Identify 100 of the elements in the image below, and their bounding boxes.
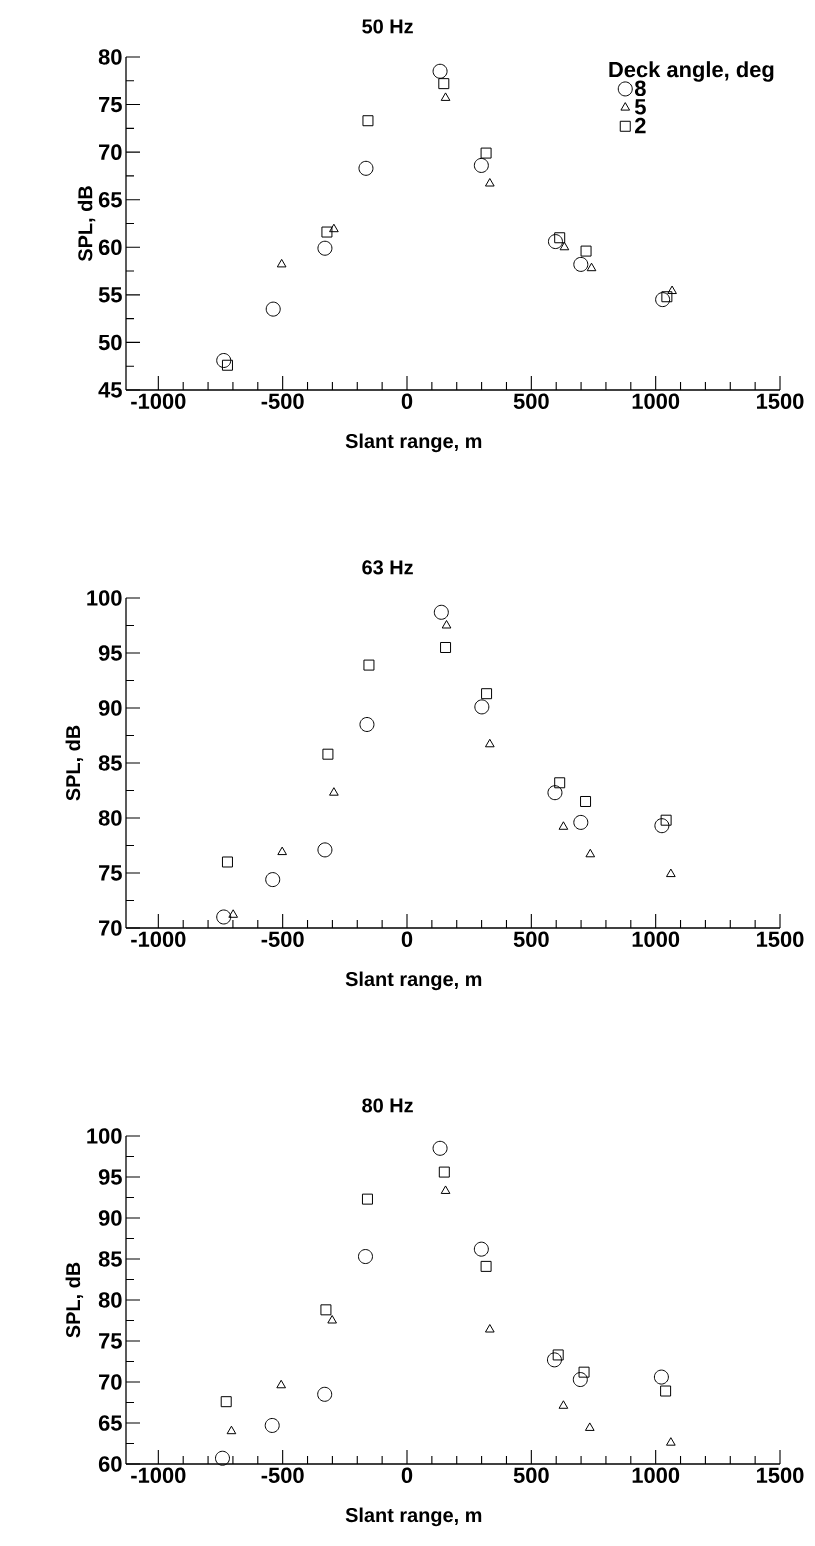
x-tick-label: 500 xyxy=(513,931,549,948)
x-tick-label: 0 xyxy=(401,931,413,948)
point xyxy=(653,1369,669,1385)
point xyxy=(558,1400,569,1409)
point xyxy=(666,1437,676,1446)
point xyxy=(552,1349,564,1361)
point xyxy=(484,1324,495,1333)
point xyxy=(578,1366,590,1378)
y-tick-label: 55 xyxy=(98,287,122,303)
point xyxy=(580,245,592,257)
point xyxy=(484,738,495,748)
x-tick-label: 1000 xyxy=(632,393,680,410)
y-tick-label: 95 xyxy=(98,645,122,661)
point xyxy=(573,814,589,830)
x-tick-label: 1000 xyxy=(632,931,680,948)
x-tick-label: -1000 xyxy=(131,931,186,948)
legend-label: 5 xyxy=(634,99,646,115)
point xyxy=(359,716,375,732)
point xyxy=(317,240,333,256)
point xyxy=(361,1193,373,1205)
point xyxy=(221,856,233,868)
y-axis-title: SPL, dB xyxy=(65,725,84,801)
point xyxy=(276,258,287,268)
point xyxy=(660,1385,672,1397)
y-tick-label: 75 xyxy=(99,1333,122,1349)
point xyxy=(558,821,569,830)
point xyxy=(221,359,233,371)
x-tick-label: 500 xyxy=(513,393,549,410)
point xyxy=(572,1372,588,1388)
y-tick-label: 70 xyxy=(99,920,122,936)
point xyxy=(546,1352,562,1368)
y-tick-label: 80 xyxy=(98,49,122,65)
legend-label: 8 xyxy=(634,80,646,97)
y-tick-label: 75 xyxy=(99,96,122,113)
y-tick-label: 95 xyxy=(98,1169,122,1185)
point xyxy=(357,1249,373,1265)
x-tick-label: -500 xyxy=(261,931,304,948)
x-tick-label: 1500 xyxy=(757,1467,804,1484)
x-tick-label: 1000 xyxy=(632,1467,680,1484)
y-tick-label: 90 xyxy=(98,1210,122,1226)
point xyxy=(317,842,333,858)
x-tick-label: 0 xyxy=(401,1467,413,1484)
point xyxy=(432,63,448,79)
y-tick-label: 80 xyxy=(98,1292,122,1308)
point xyxy=(440,641,452,653)
y-tick-label: 65 xyxy=(98,1415,122,1431)
point xyxy=(554,232,566,244)
point xyxy=(329,787,339,796)
y-axis-title: SPL, dB xyxy=(77,186,96,262)
point xyxy=(264,1417,280,1433)
chart-title: 63 Hz xyxy=(362,560,413,575)
y-tick-label: 75 xyxy=(99,865,122,881)
point xyxy=(655,292,671,308)
point xyxy=(327,1315,337,1324)
y-tick-label: 100 xyxy=(87,1128,122,1144)
point xyxy=(580,795,592,807)
y-tick-label: 85 xyxy=(98,755,122,771)
point xyxy=(438,1166,450,1178)
point xyxy=(216,352,232,368)
point xyxy=(216,909,232,925)
point xyxy=(586,262,597,272)
point xyxy=(473,157,489,173)
point xyxy=(660,814,672,826)
chart-title: 80 Hz xyxy=(362,1098,413,1113)
x-axis-title: Slant range, m xyxy=(345,1507,482,1527)
x-axis-title: Slant range, m xyxy=(345,433,482,453)
chart-title: 50 Hz xyxy=(362,19,413,34)
point xyxy=(554,777,566,789)
point xyxy=(480,1260,492,1272)
point xyxy=(440,92,451,101)
point xyxy=(584,1422,595,1431)
y-tick-label: 65 xyxy=(98,191,122,208)
x-tick-label: 1500 xyxy=(757,931,804,948)
point xyxy=(363,659,375,671)
y-tick-label: 100 xyxy=(87,590,122,606)
x-axis-title: Slant range, m xyxy=(345,971,482,991)
point xyxy=(481,688,493,700)
point xyxy=(432,1140,448,1156)
y-tick-label: 70 xyxy=(99,1374,122,1390)
point xyxy=(573,256,589,272)
point xyxy=(321,226,333,238)
y-tick-label: 80 xyxy=(98,810,122,826)
point xyxy=(473,1241,489,1257)
point xyxy=(480,147,492,159)
point xyxy=(214,1450,230,1466)
point xyxy=(666,868,676,878)
point xyxy=(228,909,239,918)
point xyxy=(277,846,287,856)
point xyxy=(661,291,673,303)
y-axis-title: SPL, dB xyxy=(65,1262,84,1338)
point xyxy=(438,78,450,90)
point xyxy=(654,818,670,834)
y-tick-label: 70 xyxy=(99,144,122,160)
point xyxy=(585,848,596,858)
y-tick-label: 90 xyxy=(98,700,122,716)
x-tick-label: -500 xyxy=(261,393,304,410)
point xyxy=(265,872,281,888)
y-tick-label: 45 xyxy=(98,382,122,398)
point xyxy=(547,785,563,801)
x-tick-label: 0 xyxy=(401,393,413,410)
